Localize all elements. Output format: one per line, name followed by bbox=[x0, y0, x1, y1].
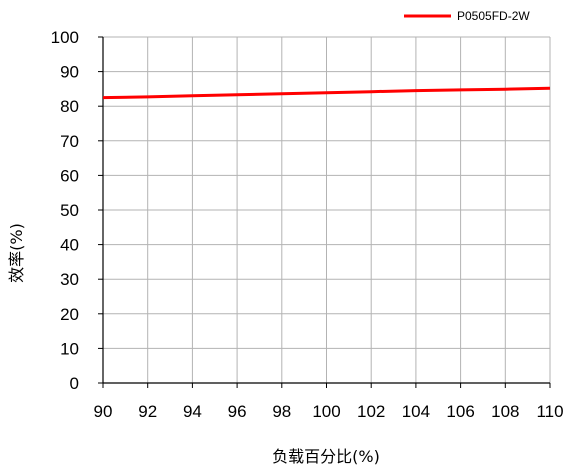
x-tick-label: 96 bbox=[228, 402, 247, 421]
x-tick-label: 100 bbox=[312, 402, 340, 421]
x-tick-labels: 90 92 94 96 98 100 102 104 106 108 110 bbox=[94, 402, 564, 421]
legend-label: P0505FD-2W bbox=[457, 9, 530, 23]
y-tick-label: 20 bbox=[60, 305, 79, 324]
series-group bbox=[102, 86, 551, 100]
x-tick-label: 106 bbox=[446, 402, 474, 421]
x-tick-label: 94 bbox=[183, 402, 202, 421]
y-tick-label: 50 bbox=[60, 201, 79, 220]
y-tick-label: 60 bbox=[60, 166, 79, 185]
x-tick-label: 104 bbox=[402, 402, 430, 421]
y-tick-label: 70 bbox=[60, 132, 79, 151]
y-tick-label: 90 bbox=[60, 63, 79, 82]
axes bbox=[98, 36, 551, 388]
y-tick-label: 30 bbox=[60, 270, 79, 289]
y-tick-label: 0 bbox=[70, 374, 79, 393]
series-line bbox=[102, 86, 551, 100]
y-tick-label: 80 bbox=[60, 97, 79, 116]
x-tick-label: 110 bbox=[536, 402, 563, 421]
x-tick-label: 108 bbox=[491, 402, 519, 421]
x-axis-label: 负载百分比(%) bbox=[272, 447, 380, 466]
x-tick-label: 98 bbox=[272, 402, 291, 421]
y-tick-label: 100 bbox=[51, 28, 79, 47]
y-tick-label: 10 bbox=[60, 339, 79, 358]
legend: P0505FD-2W bbox=[404, 9, 530, 23]
y-axis-label: 效率(%) bbox=[7, 223, 26, 283]
y-tick-label: 40 bbox=[60, 236, 79, 255]
x-tick-label: 92 bbox=[138, 402, 157, 421]
x-tick-label: 90 bbox=[94, 402, 113, 421]
x-tick-label: 102 bbox=[357, 402, 385, 421]
y-tick-labels: 0 10 20 30 40 50 60 70 80 90 100 bbox=[51, 28, 79, 393]
